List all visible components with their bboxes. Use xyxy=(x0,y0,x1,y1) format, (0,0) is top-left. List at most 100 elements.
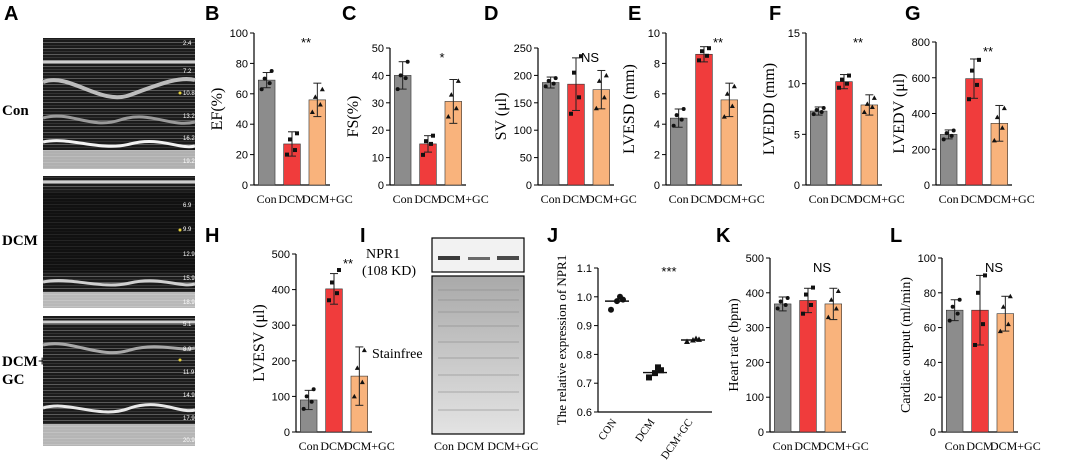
x-tick-label-g: DCM+GC xyxy=(984,192,1035,206)
data-point-l xyxy=(1000,304,1006,309)
data-point-j xyxy=(684,338,690,344)
data-point-c xyxy=(405,59,410,64)
y-tick-label-c: 50 xyxy=(372,43,384,55)
data-point-g xyxy=(1001,105,1007,111)
panel-a: A Con DCM DCM+ GC 2.4 7.2 10.8 13.2 16.2… xyxy=(2,3,196,446)
data-point-c xyxy=(424,139,428,144)
y-tick-label-k: 300 xyxy=(746,323,764,335)
bar-k-dcm-gc xyxy=(824,303,842,433)
data-point-c xyxy=(395,87,400,92)
data-point-d xyxy=(593,105,599,111)
data-point-b xyxy=(319,86,325,92)
y-tick-label-d: 150 xyxy=(514,98,532,110)
bar-b-con xyxy=(258,79,276,186)
x-tick-label-e: DCM+GC xyxy=(714,192,765,206)
echo-dcm-depth-5: 18.9 xyxy=(183,300,195,306)
y-tick-label-k: 500 xyxy=(746,253,764,265)
data-point-d xyxy=(572,70,576,75)
data-point-f xyxy=(864,101,870,106)
data-point-d xyxy=(553,76,558,81)
y-tick-label-h: 100 xyxy=(272,391,290,403)
data-point-k xyxy=(825,314,831,320)
data-point-k xyxy=(828,297,834,302)
significance-label-h: ** xyxy=(343,256,353,271)
echo-con-depth-6: 19.2 xyxy=(183,159,195,165)
x-tick-label-e: DCM xyxy=(690,192,718,206)
data-point-c xyxy=(445,114,451,119)
echo-image-dcm-gc: 5.1 8.9 11.9 14.9 17.9 20.9 xyxy=(42,316,196,446)
y-tick-label-k: 100 xyxy=(746,392,764,404)
data-point-d xyxy=(579,54,583,59)
data-point-g xyxy=(967,97,971,102)
data-point-h xyxy=(361,347,367,353)
bar-h-dcm xyxy=(325,288,343,433)
data-point-l xyxy=(997,328,1003,334)
data-point-g xyxy=(941,137,946,142)
x-tick-label-j: DCM xyxy=(633,417,657,445)
data-point-d xyxy=(543,84,548,89)
data-point-d xyxy=(596,78,602,83)
data-point-f xyxy=(811,112,816,117)
data-point-k xyxy=(835,288,841,294)
data-point-b xyxy=(267,81,272,86)
data-point-h xyxy=(311,387,316,392)
bar-e-con xyxy=(670,117,688,186)
data-point-f xyxy=(861,109,867,115)
echo-dcm-depth-2: 9.9 xyxy=(183,227,192,233)
x-tick-label-b: Con xyxy=(257,192,277,206)
data-point-l xyxy=(1005,321,1011,327)
echo-row-label-con: Con xyxy=(2,103,29,119)
echo-marker-icon xyxy=(178,228,182,232)
significance-label-l: NS xyxy=(985,260,1003,275)
bar-k-con xyxy=(774,303,792,433)
y-axis-label-j: The relative expression of NPR1 xyxy=(554,255,569,425)
data-point-f xyxy=(837,85,841,90)
y-tick-label-k: 400 xyxy=(746,288,764,300)
data-point-j xyxy=(693,335,699,342)
y-tick-label-c: 20 xyxy=(372,125,384,137)
panel-letter-i: I xyxy=(360,225,366,247)
chart-l: 0 20 40 60 80 100 Cardiac output (ml/min) NS Con… xyxy=(899,253,1041,453)
echo-row-label-dcm: DCM xyxy=(2,233,38,249)
blot-band-label-line1: NPR1 xyxy=(366,247,400,262)
y-axis-label-e: LVESD (mm) xyxy=(621,64,638,154)
data-point-c xyxy=(403,76,408,81)
echo-con-depth-1: 2.4 xyxy=(183,41,192,47)
x-tick-label-f: Con xyxy=(809,192,829,206)
echo-dcmgc-depth-1: 5.1 xyxy=(183,322,192,328)
y-tick-label-g: 0 xyxy=(924,180,930,192)
echo-con-depth-3: 10.8 xyxy=(183,91,195,97)
y-axis-label-b: EF(%) xyxy=(209,88,226,131)
y-tick-label-f: 15 xyxy=(788,28,800,40)
data-point-l xyxy=(955,311,960,316)
data-point-e xyxy=(679,117,684,122)
chart-j: 0.6 0.7 0.8 0.9 1.0 1.1 The relative expressio… xyxy=(554,255,712,462)
data-point-k xyxy=(785,296,790,301)
y-tick-label-h: 0 xyxy=(284,427,290,439)
data-point-h xyxy=(337,268,341,273)
data-point-d xyxy=(601,94,607,100)
data-point-b xyxy=(293,148,297,153)
y-tick-label-g: 600 xyxy=(912,73,930,85)
significance-label-f: ** xyxy=(853,35,863,50)
x-tick-label-g: DCM xyxy=(960,192,988,206)
x-tick-label-f: DCM xyxy=(830,192,858,206)
y-tick-label-j: 1.1 xyxy=(577,263,592,275)
bar-c-con xyxy=(394,75,412,186)
echo-dcmgc-depth-2: 8.9 xyxy=(183,347,192,353)
data-point-j xyxy=(614,298,620,305)
data-point-f xyxy=(871,95,877,100)
y-tick-label-h: 500 xyxy=(272,249,290,261)
data-point-f xyxy=(819,110,824,115)
echo-con-depth-4: 13.2 xyxy=(183,114,195,120)
y-tick-label-l: 60 xyxy=(924,323,936,335)
npr1-band-con xyxy=(438,256,460,260)
data-point-e xyxy=(724,91,730,96)
y-tick-label-c: 30 xyxy=(372,98,384,110)
echo-image-dcm: 6.9 9.9 12.9 15.9 18.9 xyxy=(42,176,196,308)
